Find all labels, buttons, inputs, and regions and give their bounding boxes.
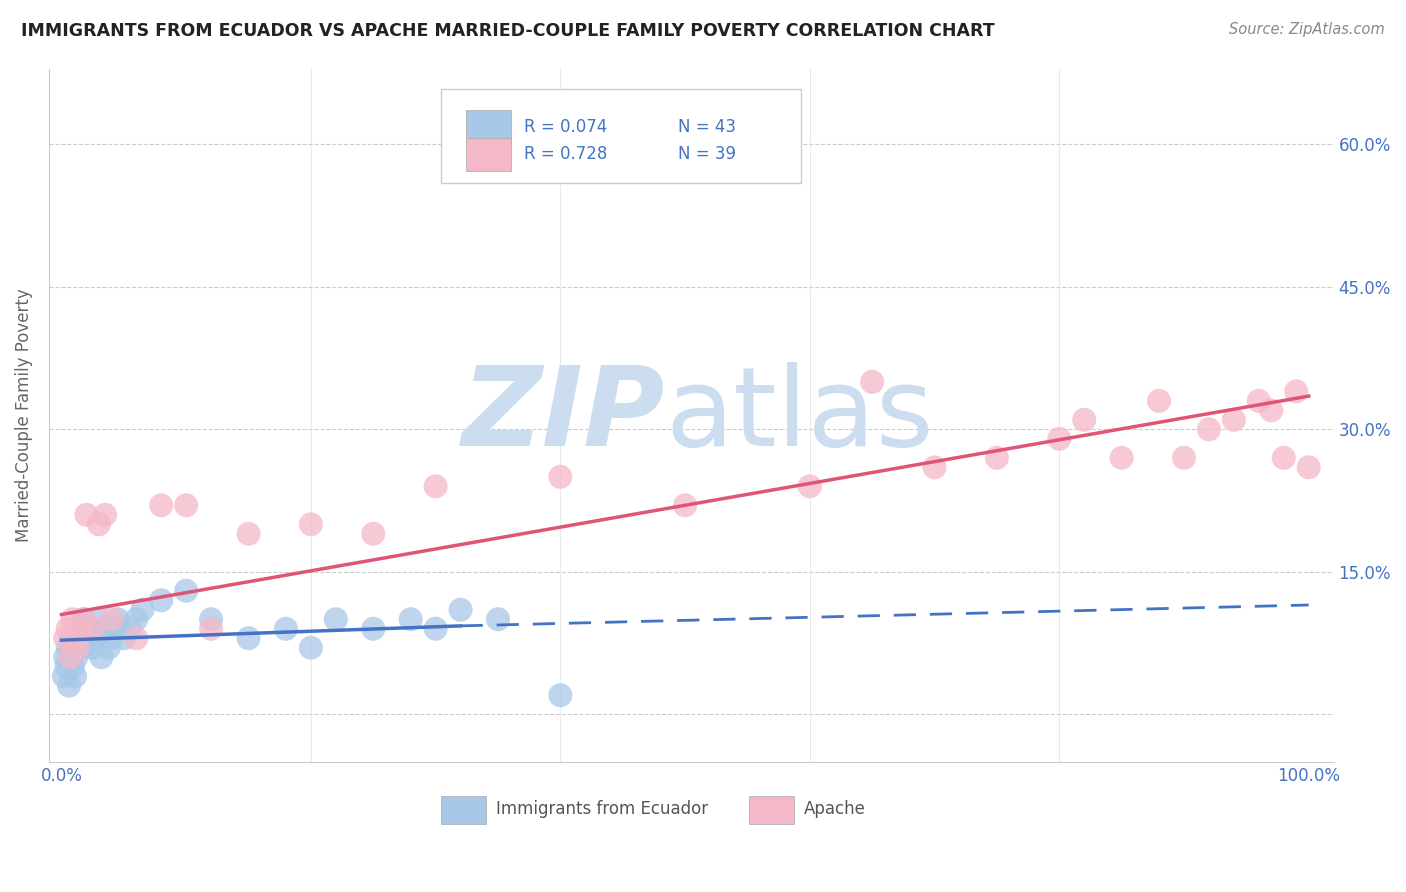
FancyBboxPatch shape — [749, 797, 794, 824]
Y-axis label: Married-Couple Family Poverty: Married-Couple Family Poverty — [15, 288, 32, 542]
Text: Immigrants from Ecuador: Immigrants from Ecuador — [496, 800, 709, 818]
Point — [799, 479, 821, 493]
Point — [450, 603, 472, 617]
Point — [299, 517, 322, 532]
Point — [53, 632, 76, 646]
FancyBboxPatch shape — [467, 110, 512, 144]
Point — [97, 640, 120, 655]
Point — [77, 622, 100, 636]
Point — [1147, 393, 1170, 408]
Point — [1198, 422, 1220, 436]
Point — [82, 640, 104, 655]
Point — [238, 632, 260, 646]
Point — [62, 659, 84, 673]
Point — [112, 632, 135, 646]
Point — [550, 470, 572, 484]
Point — [118, 622, 141, 636]
Point — [82, 622, 104, 636]
Point — [103, 622, 125, 636]
Point — [87, 612, 110, 626]
Point — [100, 632, 122, 646]
Point — [1047, 432, 1070, 446]
Point — [425, 622, 447, 636]
Point — [174, 583, 197, 598]
Point — [52, 669, 75, 683]
Point — [1272, 450, 1295, 465]
Point — [200, 622, 222, 636]
Point — [550, 688, 572, 702]
Point — [860, 375, 883, 389]
Point — [63, 632, 86, 646]
FancyBboxPatch shape — [467, 138, 512, 171]
Point — [1247, 393, 1270, 408]
Point — [299, 640, 322, 655]
Point — [65, 650, 87, 665]
Point — [924, 460, 946, 475]
Point — [75, 508, 97, 522]
Point — [486, 612, 509, 626]
Point — [55, 659, 77, 673]
Point — [361, 526, 384, 541]
Point — [56, 640, 79, 655]
Point — [1285, 384, 1308, 399]
Point — [1260, 403, 1282, 417]
Text: atlas: atlas — [665, 361, 934, 468]
Point — [125, 612, 148, 626]
Point — [63, 669, 86, 683]
Point — [73, 612, 96, 626]
Point — [150, 498, 173, 512]
Point — [673, 498, 696, 512]
Point — [986, 450, 1008, 465]
Point — [238, 526, 260, 541]
Point — [66, 640, 89, 655]
Point — [425, 479, 447, 493]
Point — [59, 650, 82, 665]
Text: ZIP: ZIP — [463, 361, 665, 468]
Point — [73, 612, 96, 626]
Point — [60, 632, 83, 646]
Text: IMMIGRANTS FROM ECUADOR VS APACHE MARRIED-COUPLE FAMILY POVERTY CORRELATION CHAR: IMMIGRANTS FROM ECUADOR VS APACHE MARRIE… — [21, 22, 994, 40]
Text: R = 0.728: R = 0.728 — [524, 145, 607, 163]
Text: N = 43: N = 43 — [679, 118, 737, 136]
Point — [361, 622, 384, 636]
Point — [107, 612, 129, 626]
Point — [86, 632, 108, 646]
FancyBboxPatch shape — [441, 797, 485, 824]
Point — [1111, 450, 1133, 465]
Point — [1073, 413, 1095, 427]
FancyBboxPatch shape — [441, 89, 800, 183]
Point — [1298, 460, 1320, 475]
Point — [62, 612, 84, 626]
Point — [1223, 413, 1246, 427]
Point — [399, 612, 422, 626]
Point — [69, 622, 91, 636]
Point — [125, 632, 148, 646]
Point — [274, 622, 297, 636]
Point — [325, 612, 347, 626]
Point — [200, 612, 222, 626]
Point — [56, 622, 79, 636]
Point — [58, 679, 80, 693]
Point — [59, 650, 82, 665]
Point — [75, 632, 97, 646]
Point — [90, 650, 112, 665]
Text: N = 39: N = 39 — [679, 145, 737, 163]
Point — [150, 593, 173, 607]
Point — [94, 622, 117, 636]
Point — [100, 612, 122, 626]
Text: Source: ZipAtlas.com: Source: ZipAtlas.com — [1229, 22, 1385, 37]
Point — [1173, 450, 1195, 465]
Point — [174, 498, 197, 512]
Point — [131, 603, 153, 617]
Text: R = 0.074: R = 0.074 — [524, 118, 607, 136]
Point — [94, 508, 117, 522]
Point — [69, 622, 91, 636]
Point — [63, 640, 86, 655]
Point — [53, 650, 76, 665]
Point — [70, 640, 93, 655]
Point — [66, 632, 89, 646]
Point — [87, 517, 110, 532]
Text: Apache: Apache — [804, 800, 866, 818]
